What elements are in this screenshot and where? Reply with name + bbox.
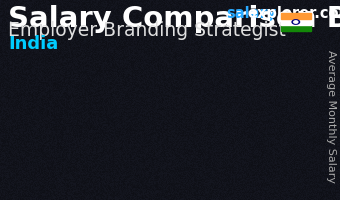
Polygon shape [252,82,293,83]
Polygon shape [108,120,150,121]
Text: 32,600 INR: 32,600 INR [116,104,192,118]
Text: salary: salary [226,6,276,21]
Text: +36%: +36% [124,41,201,65]
Polygon shape [144,120,150,174]
Polygon shape [216,101,221,174]
Text: 28,600 INR: 28,600 INR [30,111,106,125]
Text: India: India [8,35,59,53]
Text: Salary Comparison By Education: Salary Comparison By Education [8,5,340,33]
Text: Employer Branding Strategist: Employer Branding Strategist [8,21,286,40]
Bar [37,127,72,174]
Text: explorer.com: explorer.com [247,6,340,21]
Text: Average Monthly Salary: Average Monthly Salary [326,49,337,182]
Bar [108,120,144,174]
Text: +26%: +26% [196,30,272,54]
Polygon shape [72,127,78,174]
Bar [180,101,216,174]
Text: 55,700 INR: 55,700 INR [259,66,336,80]
Text: 44,100 INR: 44,100 INR [184,85,260,99]
Polygon shape [288,82,293,174]
Polygon shape [180,101,221,102]
Bar [252,82,288,174]
Text: +14%: +14% [52,66,129,90]
